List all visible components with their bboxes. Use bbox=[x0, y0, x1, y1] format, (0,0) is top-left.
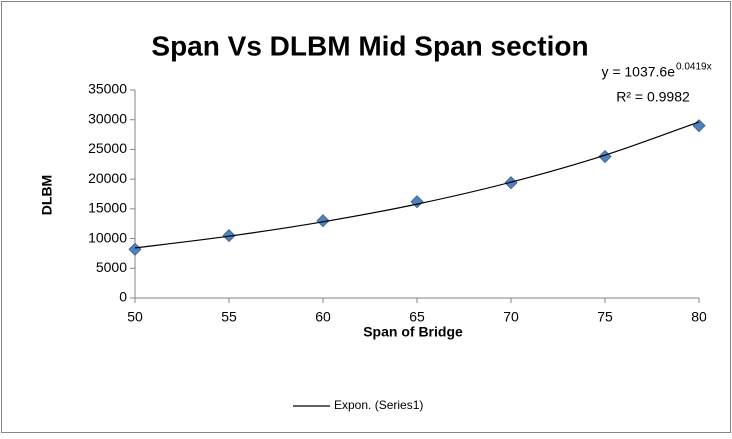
data-point bbox=[316, 214, 330, 228]
y-axis-label: DLBM bbox=[39, 175, 55, 215]
trend-r2: R² = 0.9982 bbox=[616, 89, 690, 105]
x-tick-label: 75 bbox=[597, 309, 613, 325]
trend-exponent: 0.0419x bbox=[676, 62, 712, 73]
x-tick-label: 50 bbox=[127, 309, 143, 325]
x-tick-label: 70 bbox=[503, 309, 519, 325]
x-tick-label: 80 bbox=[691, 309, 707, 325]
x-tick-label: 65 bbox=[409, 309, 425, 325]
y-tick-label: 30000 bbox=[88, 110, 127, 126]
y-tick-label: 0 bbox=[119, 289, 127, 305]
y-tick-label: 20000 bbox=[88, 170, 127, 186]
x-axis-label: Span of Bridge bbox=[363, 324, 463, 340]
data-point bbox=[598, 149, 612, 164]
x-tick-label: 60 bbox=[315, 309, 331, 325]
data-point bbox=[410, 195, 424, 209]
y-tick-label: 5000 bbox=[96, 259, 127, 275]
y-tick-label: 35000 bbox=[88, 81, 127, 97]
trendline bbox=[134, 121, 700, 249]
chart-title: Span Vs DLBM Mid Span section bbox=[151, 30, 588, 61]
x-tick-label: 55 bbox=[221, 309, 237, 325]
legend-label: Expon. (Series1) bbox=[334, 398, 423, 412]
y-tick-label: 15000 bbox=[88, 200, 127, 216]
y-tick-label: 10000 bbox=[88, 229, 127, 245]
y-tick-label: 25000 bbox=[88, 140, 127, 156]
trend-equation: y = 1037.6e bbox=[601, 64, 675, 80]
